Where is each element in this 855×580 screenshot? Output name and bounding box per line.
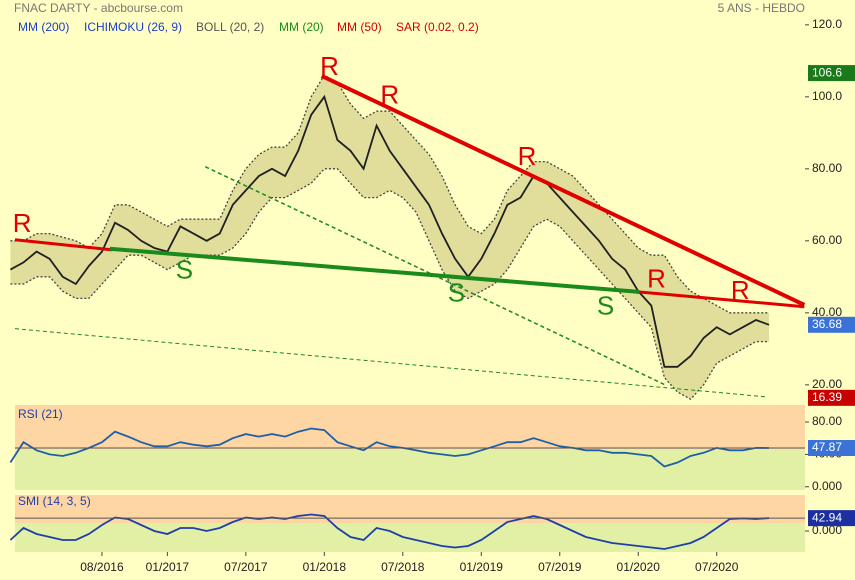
chart-subtitle: 5 ANS - HEBDO xyxy=(718,1,805,15)
legend-entry: SAR (0.02, 0.2) xyxy=(396,20,479,34)
trend-line xyxy=(109,246,640,294)
value-marker-box xyxy=(808,389,855,406)
y-tick-label: 80.00 xyxy=(812,161,842,175)
legend-entry: MM (200) xyxy=(18,20,69,34)
legend-entry: BOLL (20, 2) xyxy=(196,20,264,34)
x-tick-label: 01/2019 xyxy=(460,560,504,574)
annotation: S xyxy=(597,291,614,321)
x-tick-label: 07/2020 xyxy=(695,560,739,574)
smi-upper-zone xyxy=(15,495,805,523)
value-marker-label: 16.39 xyxy=(812,390,842,404)
value-marker-box xyxy=(808,440,855,457)
annotation: S xyxy=(448,278,465,308)
y-tick-label: 120.0 xyxy=(812,17,842,31)
annotation: R xyxy=(647,263,666,293)
smi-title: SMI (14, 3, 5) xyxy=(18,494,91,508)
y-tick-label: 100.0 xyxy=(812,89,842,103)
trend-line xyxy=(639,290,805,309)
annotation: R xyxy=(380,80,399,110)
trend-line xyxy=(320,74,806,307)
value-marker-label: 42.94 xyxy=(812,510,842,524)
trend-line xyxy=(204,166,666,386)
y-tick-label: 80.00 xyxy=(812,414,842,428)
rsi-lower-zone xyxy=(15,449,805,490)
rsi-title: RSI (21) xyxy=(18,407,63,421)
y-tick-label: 20.00 xyxy=(812,377,842,391)
rsi-upper-zone xyxy=(15,405,805,449)
annotation: R xyxy=(518,141,537,171)
x-tick-label: 01/2017 xyxy=(146,560,190,574)
series-line xyxy=(9,513,770,550)
series-line xyxy=(10,74,769,314)
annotation: S xyxy=(176,255,193,285)
value-marker-box xyxy=(808,65,855,82)
value-marker-box xyxy=(808,510,855,527)
value-marker-label: 106.6 xyxy=(812,65,842,79)
value-marker-box xyxy=(808,316,855,333)
y-tick-label: 0.000 xyxy=(812,479,842,493)
x-tick-label: 07/2018 xyxy=(381,560,425,574)
annotation: R xyxy=(320,51,339,81)
trend-line xyxy=(14,238,113,252)
x-tick-label: 01/2020 xyxy=(617,560,661,574)
legend-entry: ICHIMOKU (26, 9) xyxy=(84,20,182,34)
x-tick-label: 07/2019 xyxy=(538,560,582,574)
smi-lower-zone xyxy=(15,523,805,552)
annotation: R xyxy=(731,275,750,305)
series-line xyxy=(9,94,770,368)
band-fill xyxy=(10,75,770,400)
value-marker-label: 36.68 xyxy=(812,317,842,331)
x-tick-label: 07/2017 xyxy=(224,560,268,574)
x-tick-label: 01/2018 xyxy=(303,560,347,574)
y-tick-label: 60.00 xyxy=(812,233,842,247)
legend-entry: MM (20) xyxy=(279,20,324,34)
value-marker-label: 47.87 xyxy=(812,440,842,454)
series-line xyxy=(9,427,770,468)
x-tick-label: 08/2016 xyxy=(80,560,124,574)
y-tick-label: 40.00 xyxy=(812,305,842,319)
chart-title: FNAC DARTY - abcbourse.com xyxy=(14,1,183,15)
legend-entry: MM (50) xyxy=(337,20,382,34)
annotation: R xyxy=(13,208,32,238)
y-tick-label: 0.000 xyxy=(812,523,842,537)
